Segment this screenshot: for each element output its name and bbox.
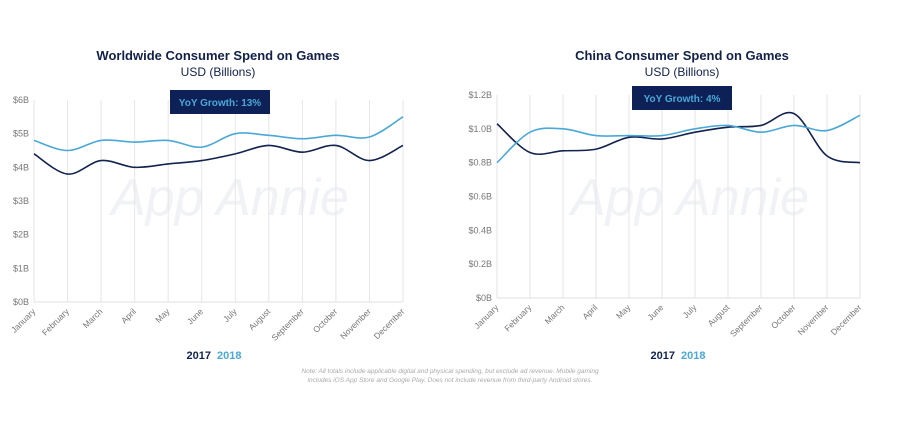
y-tick-label: $0.2B bbox=[468, 259, 492, 269]
x-tick-label: July bbox=[221, 306, 239, 324]
y-tick-label: $0.8B bbox=[468, 158, 492, 168]
y-tick-label: $3B bbox=[13, 196, 29, 206]
y-tick-label: $2B bbox=[13, 230, 29, 240]
chart-title: Worldwide Consumer Spend on Games bbox=[96, 48, 339, 63]
y-tick-label: $1B bbox=[13, 263, 29, 273]
legend: 2017 2018 bbox=[187, 350, 242, 362]
chart-china: China Consumer Spend on Games USD (Billio… bbox=[468, 48, 863, 362]
y-tick-label: $0.6B bbox=[468, 192, 492, 202]
x-tick-label: November bbox=[338, 306, 373, 341]
series-line-2017 bbox=[496, 111, 861, 164]
x-tick-label: August bbox=[706, 302, 732, 328]
yoy-growth-text: YoY Growth: 13% bbox=[179, 98, 262, 109]
x-tick-label: March bbox=[81, 306, 105, 330]
legend-item-2018: 2018 bbox=[681, 350, 705, 362]
y-tick-label: $0B bbox=[13, 297, 29, 307]
yoy-growth-badge bbox=[170, 90, 270, 114]
series-line-2017 bbox=[33, 144, 404, 175]
x-tick-label: December bbox=[829, 302, 864, 337]
x-tick-label: July bbox=[681, 302, 699, 320]
y-tick-label: $1.2B bbox=[468, 90, 492, 100]
x-tick-label: May bbox=[153, 306, 172, 325]
x-tick-label: October bbox=[311, 306, 340, 335]
x-tick-label: June bbox=[185, 306, 205, 326]
x-tick-label: May bbox=[614, 302, 633, 321]
y-tick-label: $1.0B bbox=[468, 124, 492, 134]
y-tick-label: $5B bbox=[13, 129, 29, 139]
x-tick-label: September bbox=[269, 306, 306, 343]
series-line-2018 bbox=[496, 114, 861, 164]
x-tick-label: April bbox=[580, 302, 599, 321]
x-tick-label: June bbox=[645, 302, 665, 322]
chart-subtitle: USD (Billions) bbox=[181, 65, 256, 79]
x-tick-label: August bbox=[246, 306, 272, 332]
yoy-growth-text: YoY Growth: 4% bbox=[644, 94, 721, 105]
x-tick-label: October bbox=[769, 302, 798, 331]
x-tick-label: December bbox=[372, 306, 407, 341]
footnote-line-2: includes iOS App Store and Google Play. … bbox=[308, 377, 593, 384]
footnote-line-1: Note: All totals include applicable digi… bbox=[301, 368, 599, 375]
chart-title: China Consumer Spend on Games bbox=[575, 48, 789, 63]
legend-item-2017: 2017 bbox=[651, 350, 675, 362]
x-tick-label: January bbox=[9, 306, 38, 335]
watermark-logo: App Annie bbox=[108, 169, 349, 227]
y-tick-label: $4B bbox=[13, 162, 29, 172]
x-tick-label: January bbox=[472, 302, 501, 331]
y-tick-label: $6B bbox=[13, 95, 29, 105]
legend-item-2018: 2018 bbox=[217, 350, 241, 362]
x-tick-label: April bbox=[119, 306, 138, 325]
series-line-2018 bbox=[33, 116, 404, 152]
x-tick-label: February bbox=[40, 306, 72, 338]
legend-item-2017: 2017 bbox=[187, 350, 211, 362]
x-tick-label: November bbox=[796, 302, 831, 337]
y-tick-label: $0.4B bbox=[468, 225, 492, 235]
watermark-logo: App Annie bbox=[568, 169, 809, 227]
chart-worldwide: Worldwide Consumer Spend on Games USD (Bi… bbox=[9, 48, 407, 362]
x-tick-label: February bbox=[502, 302, 534, 334]
legend: 2017 2018 bbox=[651, 350, 706, 362]
chart-subtitle: USD (Billions) bbox=[645, 65, 720, 79]
x-tick-label: September bbox=[728, 302, 765, 339]
y-tick-label: $0B bbox=[476, 293, 492, 303]
yoy-growth-badge bbox=[632, 86, 732, 110]
x-tick-label: March bbox=[543, 302, 567, 326]
